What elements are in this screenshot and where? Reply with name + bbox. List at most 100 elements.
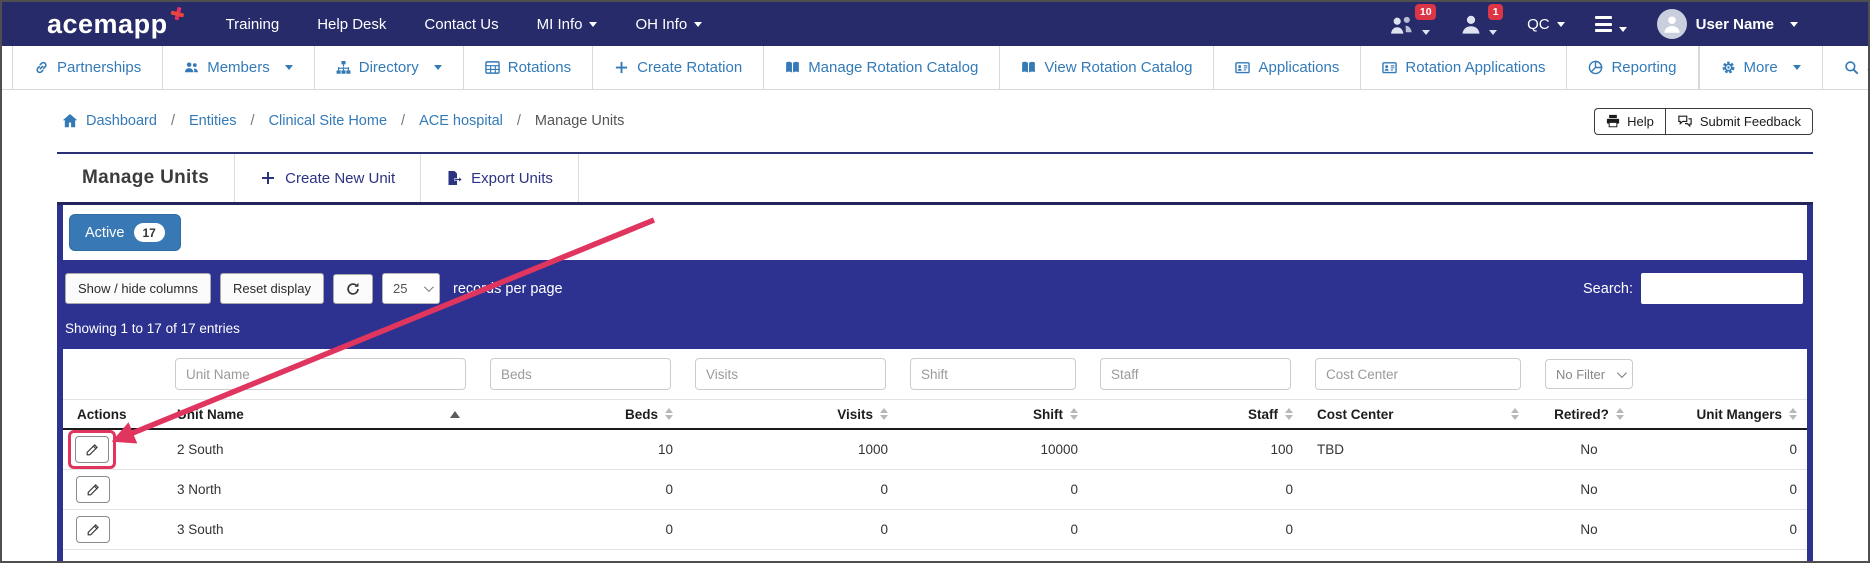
visits-filter-input[interactable]	[695, 358, 886, 390]
member-requests-dropdown[interactable]: 10	[1389, 4, 1437, 35]
reset-display-button[interactable]: Reset display	[219, 273, 324, 304]
nav-label: Search	[1867, 59, 1868, 76]
card-header-tabs: Manage Units Create New Unit Export Unit…	[57, 152, 1813, 202]
filter-row: No Filter	[63, 349, 1807, 400]
nav-item-search[interactable]: Search	[1823, 46, 1868, 89]
nav-item-reporting[interactable]: Reporting	[1567, 46, 1699, 89]
topbar-right-cluster: 10 1 QC User Name	[1389, 4, 1798, 39]
refresh-button[interactable]	[333, 273, 373, 304]
column-header-beds[interactable]: Beds	[478, 407, 683, 422]
acemapp-logo[interactable]: acemapp	[47, 9, 184, 40]
caret-down-icon	[589, 21, 598, 27]
nav-item-more[interactable]: More	[1700, 46, 1823, 89]
unit-name-cell: 3 South	[177, 522, 224, 537]
main-menu-dropdown[interactable]	[1594, 16, 1627, 32]
shift-filter-input[interactable]	[910, 358, 1076, 390]
search-icon	[1844, 60, 1859, 75]
show-hide-columns-button[interactable]: Show / hide columns	[65, 273, 211, 304]
search-input[interactable]	[1641, 273, 1803, 304]
user-menu[interactable]: User Name	[1656, 9, 1798, 39]
column-header-shift[interactable]: Shift	[898, 407, 1088, 422]
menu-item-help-desk[interactable]: Help Desk	[317, 15, 387, 33]
nav-item-manage-rotation-catalog[interactable]: Manage Rotation Catalog	[764, 46, 1001, 89]
column-header-unit-name[interactable]: Unit Name	[163, 407, 478, 422]
column-header-actions: Actions	[77, 406, 127, 422]
staff-cell: 0	[1285, 482, 1293, 497]
file-export-icon	[446, 170, 462, 186]
caret-down-icon	[1792, 65, 1801, 70]
qc-dropdown[interactable]: QC	[1527, 16, 1565, 33]
logo-cross-icon	[169, 5, 185, 21]
actions-cell	[63, 516, 163, 543]
edit-unit-button[interactable]	[75, 436, 109, 463]
plus-icon	[614, 60, 629, 75]
nav-item-rotation-applications[interactable]: Rotation Applications	[1361, 46, 1568, 89]
active-tab-label: Active	[85, 224, 125, 241]
header-label: Shift	[1033, 406, 1063, 422]
cost-center-filter-input[interactable]	[1315, 358, 1521, 390]
nav-item-members[interactable]: Members	[163, 46, 315, 89]
unit-name-cell: 2 South	[177, 442, 224, 457]
sort-icon	[1511, 408, 1519, 420]
nav-item-partnerships[interactable]: Partnerships	[12, 46, 164, 89]
nav-label: Create Rotation	[637, 59, 743, 76]
nav-item-view-rotation-catalog[interactable]: View Rotation Catalog	[1000, 46, 1215, 89]
nav-item-applications[interactable]: Applications	[1214, 46, 1362, 89]
sort-icon	[1285, 408, 1293, 420]
edit-unit-button[interactable]	[75, 476, 110, 503]
table-row: 3 South 0 0 0 0 No 0	[63, 510, 1807, 550]
export-units-button[interactable]: Export Units	[421, 154, 579, 202]
connections-dropdown[interactable]: 1	[1460, 4, 1504, 35]
caret-down-icon	[433, 65, 442, 70]
column-header-visits[interactable]: Visits	[683, 407, 898, 422]
column-header-unit-mangers[interactable]: Unit Mangers	[1645, 407, 1807, 422]
nav-item-create-rotation[interactable]: Create Rotation	[593, 46, 765, 89]
retired-filter-select[interactable]: No Filter	[1545, 359, 1633, 389]
create-new-unit-button[interactable]: Create New Unit	[235, 154, 422, 202]
book-icon	[1021, 60, 1036, 75]
caret-down-icon	[694, 21, 703, 27]
hamburger-icon	[1594, 16, 1612, 32]
unit-mangers-cell: 0	[1789, 522, 1797, 537]
chevron-down-icon	[1616, 367, 1627, 378]
column-header-staff[interactable]: Staff	[1088, 407, 1303, 422]
staff-filter-input[interactable]	[1100, 358, 1291, 390]
menu-item-training[interactable]: Training	[225, 15, 280, 33]
caret-down-icon	[1489, 30, 1498, 35]
nav-spacer	[1698, 46, 1700, 89]
header-label: Visits	[837, 406, 873, 422]
shift-cell: 0	[1070, 482, 1078, 497]
breadcrumb-current: Manage Units	[534, 113, 625, 129]
beds-cell: 10	[657, 442, 673, 457]
nav-label: Manage Rotation Catalog	[808, 59, 979, 76]
column-header-retired[interactable]: Retired?	[1533, 407, 1645, 422]
menu-item-oh-info[interactable]: OH Info	[635, 16, 703, 33]
table-search: Search:	[1583, 273, 1805, 304]
edit-unit-button[interactable]	[75, 516, 110, 543]
unit-name-filter-input[interactable]	[175, 358, 466, 390]
help-button[interactable]: Help	[1594, 107, 1665, 135]
caret-down-icon	[1790, 21, 1798, 27]
beds-filter-input[interactable]	[490, 358, 671, 390]
submit-feedback-button[interactable]: Submit Feedback	[1664, 107, 1813, 135]
home-icon[interactable]	[62, 113, 78, 129]
breadcrumb-entities[interactable]: Entities	[189, 113, 269, 129]
records-per-page-select[interactable]: 25	[382, 273, 440, 304]
plus-icon	[260, 170, 276, 186]
retired-cell: No	[1580, 442, 1598, 457]
sort-ascending-icon	[450, 410, 460, 418]
breadcrumb-clinical-site-home[interactable]: Clinical Site Home	[269, 113, 420, 129]
header-label: Unit Name	[177, 406, 244, 422]
nav-item-rotations[interactable]: Rotations	[464, 46, 594, 89]
header-label: Staff	[1248, 406, 1278, 422]
column-header-cost-center[interactable]: Cost Center	[1303, 407, 1533, 422]
menu-item-mi-info[interactable]: MI Info	[537, 16, 598, 33]
pencil-icon	[86, 483, 100, 497]
link-icon	[34, 60, 49, 75]
nav-item-directory[interactable]: Directory	[315, 46, 464, 89]
active-tab[interactable]: Active 17	[69, 214, 181, 251]
menu-item-contact-us[interactable]: Contact Us	[424, 15, 499, 33]
breadcrumb-ace-hospital[interactable]: ACE hospital	[419, 113, 535, 129]
breadcrumb-dashboard[interactable]: Dashboard	[86, 113, 189, 129]
caret-down-icon	[1422, 30, 1431, 35]
